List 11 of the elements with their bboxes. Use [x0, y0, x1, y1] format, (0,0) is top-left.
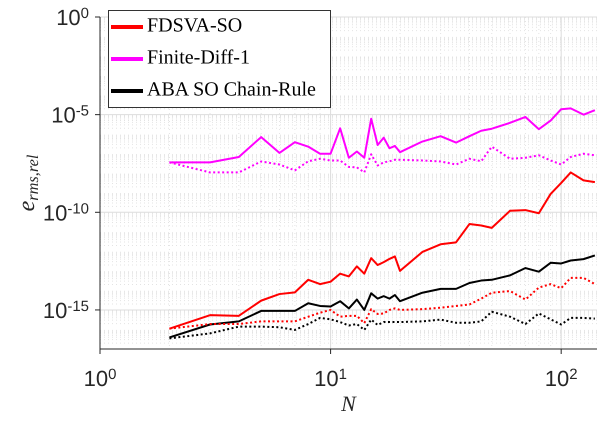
legend-label: FDSVA-SO	[147, 14, 242, 37]
y-tick-label: 10$^{-15}$	[42, 298, 89, 323]
legend-label: ABA SO Chain-Rule	[147, 78, 316, 101]
x-tick-label: 10$^{0}$	[84, 366, 116, 391]
y-tick-label: 10$^{0}$	[56, 5, 89, 30]
y-tick-label: 10$^{-5}$	[51, 102, 89, 128]
legend-label: Finite-Diff-1	[147, 46, 250, 69]
x-tick-label: 10$^{1}$	[314, 366, 347, 391]
x-tick-label: 10$^{2}$	[544, 366, 578, 391]
x-axis-title: N	[340, 391, 358, 416]
y-tick-label: 10$^{-10}$	[42, 200, 89, 226]
